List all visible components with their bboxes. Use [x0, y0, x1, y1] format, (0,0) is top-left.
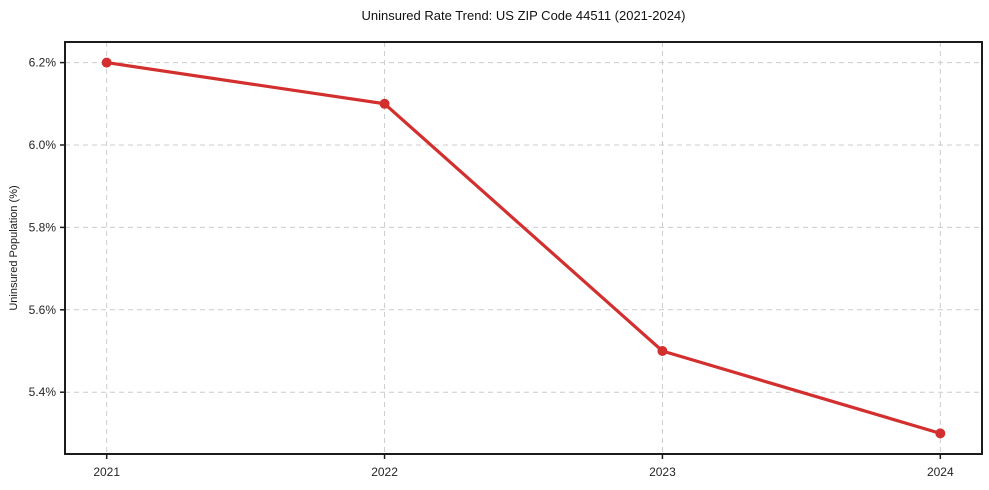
y-tick-label: 6.0%	[29, 138, 57, 152]
x-tick-label: 2023	[649, 465, 676, 479]
y-tick-label: 5.6%	[29, 303, 57, 317]
data-point-marker	[657, 346, 668, 356]
data-point-marker	[379, 98, 390, 109]
y-tick-label: 5.4%	[29, 385, 57, 399]
trend-line	[105, 60, 942, 435]
data-point-marker	[101, 57, 112, 68]
y-tick-label: 5.8%	[29, 220, 57, 234]
x-tick-label: 2022	[371, 465, 398, 479]
y-tick-label: 6.2%	[29, 56, 57, 70]
x-tick-label: 2024	[927, 465, 954, 479]
chart-title: Uninsured Rate Trend: US ZIP Code 44511 …	[361, 8, 686, 23]
x-tick-label: 2021	[93, 465, 120, 479]
data-point-marker	[935, 428, 946, 439]
plot-border	[64, 41, 983, 455]
